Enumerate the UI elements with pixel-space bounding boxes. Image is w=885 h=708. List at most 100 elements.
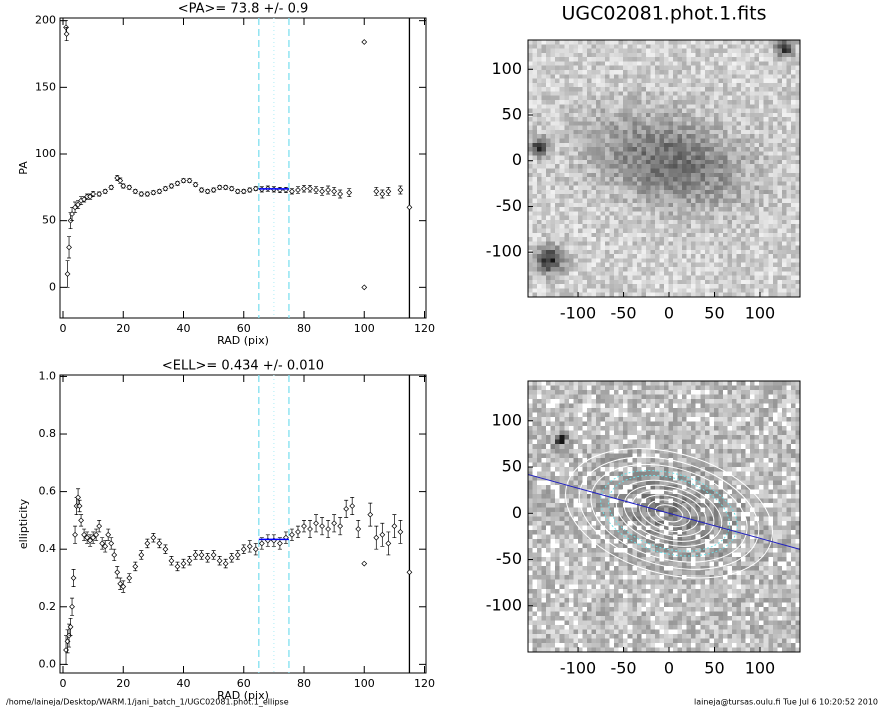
- pixel: [559, 138, 565, 144]
- pixel: [632, 275, 638, 281]
- pixel: [732, 65, 738, 71]
- pixel: [546, 117, 552, 122]
- pixel: [768, 267, 774, 272]
- pixel: [636, 168, 642, 174]
- pixel: [664, 91, 670, 97]
- pixel: [700, 271, 706, 277]
- pixel: [695, 430, 701, 436]
- pixel: [704, 262, 710, 268]
- pixel: [704, 448, 710, 454]
- pixel: [759, 164, 765, 169]
- pixel: [745, 40, 751, 45]
- pixel: [727, 426, 733, 432]
- pixel: [777, 181, 783, 187]
- pixel: [732, 430, 738, 436]
- pixel: [704, 74, 710, 80]
- pixel: [677, 228, 683, 234]
- pixel: [664, 189, 670, 195]
- pixel: [650, 194, 656, 199]
- pixel: [609, 271, 615, 277]
- pixel: [591, 125, 597, 131]
- pixel: [573, 271, 579, 277]
- pixel: [677, 279, 683, 285]
- pixel: [596, 249, 602, 255]
- pixel: [713, 151, 719, 157]
- pixel: [695, 426, 701, 432]
- pixel: [754, 172, 760, 178]
- pixel: [668, 224, 674, 229]
- pixel: [546, 403, 552, 409]
- pixel: [636, 147, 642, 152]
- pixel: [600, 194, 606, 199]
- pixel: [713, 390, 719, 396]
- pixel: [759, 125, 765, 131]
- pixel: [654, 48, 660, 54]
- pixel: [659, 108, 665, 114]
- pixel: [591, 417, 597, 423]
- pixel: [632, 177, 638, 182]
- pixel: [632, 172, 638, 178]
- pixel: [537, 271, 543, 277]
- pixel: [763, 181, 769, 187]
- pixel: [795, 129, 801, 135]
- pixel: [614, 271, 620, 277]
- pixel: [600, 245, 606, 251]
- pixel: [559, 417, 565, 423]
- pixel: [790, 95, 796, 101]
- pixel: [677, 408, 683, 414]
- pixel: [673, 211, 679, 217]
- pixel: [618, 168, 624, 174]
- pixel: [641, 121, 647, 127]
- pixel: [568, 381, 574, 387]
- pixel: [709, 279, 715, 285]
- pixel: [568, 215, 574, 221]
- pixel: [750, 394, 756, 400]
- pixel: [623, 151, 629, 157]
- pixel: [609, 245, 615, 251]
- pixel: [682, 78, 688, 84]
- pixel: [568, 271, 574, 277]
- pixel: [795, 61, 801, 67]
- pixel: [709, 57, 715, 62]
- pixel: [736, 232, 742, 238]
- pixel: [732, 95, 738, 101]
- pixel: [790, 284, 796, 289]
- data-point: [180, 177, 187, 184]
- pixel: [550, 177, 556, 182]
- pixel: [772, 185, 778, 191]
- pixel: [781, 237, 787, 242]
- pixel: [695, 151, 701, 157]
- pixel: [691, 202, 697, 208]
- pixel: [582, 412, 588, 418]
- pixel: [759, 138, 765, 144]
- pixel: [568, 198, 574, 204]
- pixel: [677, 172, 683, 178]
- pixel: [700, 381, 706, 387]
- pixel: [577, 211, 583, 217]
- pixel: [686, 99, 692, 105]
- pixel: [713, 168, 719, 174]
- pixel: [745, 138, 751, 144]
- pixel: [763, 262, 769, 268]
- pixel: [541, 267, 547, 272]
- pixel: [623, 189, 629, 195]
- pixel: [537, 52, 543, 58]
- pixel: [654, 224, 660, 229]
- pixel: [772, 99, 778, 105]
- pixel: [700, 125, 706, 131]
- pixel: [722, 185, 728, 191]
- pixel: [754, 262, 760, 268]
- pixel: [568, 426, 574, 432]
- pixel: [754, 164, 760, 169]
- pixel: [632, 129, 638, 135]
- pixel: [736, 292, 742, 298]
- pixel: [564, 164, 570, 169]
- pixel: [718, 112, 724, 118]
- pixel: [736, 134, 742, 140]
- pixel: [695, 258, 701, 264]
- pixel: [532, 172, 538, 178]
- pixel: [763, 207, 769, 212]
- pixel: [618, 185, 624, 191]
- pixel: [659, 134, 665, 140]
- pixel: [664, 164, 670, 169]
